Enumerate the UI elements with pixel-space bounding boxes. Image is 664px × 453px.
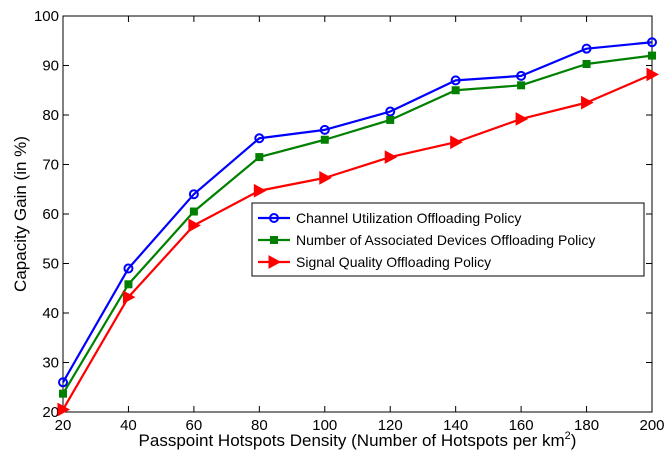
y-tick-label: 50: [42, 256, 59, 273]
x-tick-label: 100: [312, 417, 337, 434]
series-line: [62, 73, 653, 411]
y-tick-label: 40: [42, 305, 59, 322]
data-point-circle: [254, 133, 265, 144]
data-point-square: [451, 86, 460, 95]
data-point-square: [255, 153, 264, 162]
data-point-circle: [269, 213, 279, 223]
data-point-circle: [647, 37, 657, 48]
data-point-triangle: [188, 218, 201, 233]
data-point-circle: [58, 377, 68, 388]
series-line: [62, 41, 653, 383]
data-point-circle: [516, 70, 527, 81]
data-point-triangle: [450, 135, 463, 150]
data-point-square: [648, 51, 656, 60]
data-point-square: [189, 207, 198, 216]
series-square: [59, 51, 656, 398]
data-point-square: [320, 135, 329, 144]
data-point-square: [517, 81, 526, 90]
legend-label: Number of Associated Devices Offloading …: [296, 232, 595, 248]
data-point-square: [582, 60, 591, 69]
series-line: [62, 54, 653, 395]
data-point-circle: [188, 189, 199, 200]
data-point-circle: [581, 43, 592, 54]
y-tick-label: 90: [42, 58, 59, 75]
legend: Channel Utilization Offloading Policy Num…: [251, 202, 645, 277]
x-axis-label: Passpoint Hotspots Density (Number of Ho…: [139, 430, 577, 450]
data-point-circle: [450, 75, 461, 86]
data-point-triangle: [646, 67, 660, 82]
data-point-triangle: [384, 150, 398, 164]
x-tick-label: 60: [186, 417, 203, 434]
data-point-triangle: [319, 171, 332, 185]
series-layer: [57, 37, 660, 417]
legend-box: [251, 202, 645, 277]
x-tick-label: 180: [574, 417, 599, 434]
data-point-circle: [385, 106, 396, 117]
data-point-triangle: [515, 112, 529, 126]
data-point-circle: [319, 124, 330, 135]
x-tick-label: 200: [639, 417, 664, 434]
data-point-circle: [123, 263, 134, 274]
legend-label: Signal Quality Offloading Policy: [296, 254, 491, 270]
x-tick-label: 120: [378, 417, 403, 434]
y-tick-label: 70: [42, 157, 59, 174]
y-axis-label: Capacity Gain (in %): [11, 136, 30, 292]
data-point-triangle: [122, 290, 136, 305]
data-point-triangle: [253, 183, 267, 198]
y-tick-label: 100: [34, 8, 59, 25]
x-tick-label: 20: [55, 417, 72, 434]
y-tick-label: 60: [42, 206, 59, 223]
x-tick-label: 40: [120, 417, 137, 434]
data-point-square: [270, 236, 278, 244]
series-triangle-right: [57, 67, 660, 417]
data-point-square: [386, 115, 395, 124]
y-tick-label: 20: [42, 404, 59, 421]
legend-label: Channel Utilization Offloading Policy: [296, 210, 521, 226]
x-tick-label: 160: [509, 417, 534, 434]
data-point-triangle: [581, 95, 594, 110]
x-tick-label: 140: [443, 417, 468, 434]
series-circle: [58, 37, 657, 388]
y-tick-label: 80: [42, 107, 59, 124]
y-tick-label: 30: [42, 355, 59, 372]
data-point-square: [59, 389, 67, 398]
data-point-square: [124, 280, 133, 289]
x-axis-label-superscript: 2: [565, 430, 571, 442]
x-tick-label: 80: [251, 417, 268, 434]
data-point-triangle: [57, 402, 71, 417]
data-point-triangle: [268, 255, 282, 269]
